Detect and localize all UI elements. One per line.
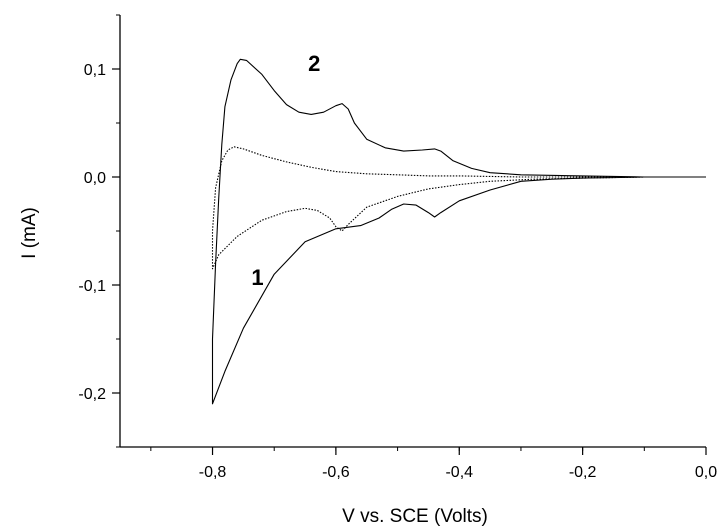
series-line-1 xyxy=(211,58,706,405)
series-line-2 xyxy=(211,146,706,270)
x-tick-label: -0,8 xyxy=(199,464,227,481)
x-tick-label: 0,0 xyxy=(695,464,717,481)
y-tick-label: 0,1 xyxy=(84,62,106,79)
x-axis-title: V vs. SCE (Volts) xyxy=(342,506,488,527)
y-tick-label: 0,0 xyxy=(84,170,106,187)
y-tick-label: -0,2 xyxy=(78,386,106,403)
axes xyxy=(119,15,706,448)
y-axis-title: I (mA) xyxy=(19,207,40,259)
x-tick-label: -0,4 xyxy=(445,464,473,481)
annotations: 21 xyxy=(251,51,320,290)
x-tick-label: -0,2 xyxy=(569,464,597,481)
curve-annotation-label: 2 xyxy=(308,51,320,76)
x-tick-label: -0,6 xyxy=(322,464,350,481)
y-tick-label: -0,1 xyxy=(78,278,106,295)
curve-annotation-label: 1 xyxy=(251,265,263,290)
ticks: -0,8 -0,6 -0,4 -0,2 0,0 -0,2 -0,1 0,0 0,1 xyxy=(78,14,717,481)
series-group xyxy=(211,58,706,405)
